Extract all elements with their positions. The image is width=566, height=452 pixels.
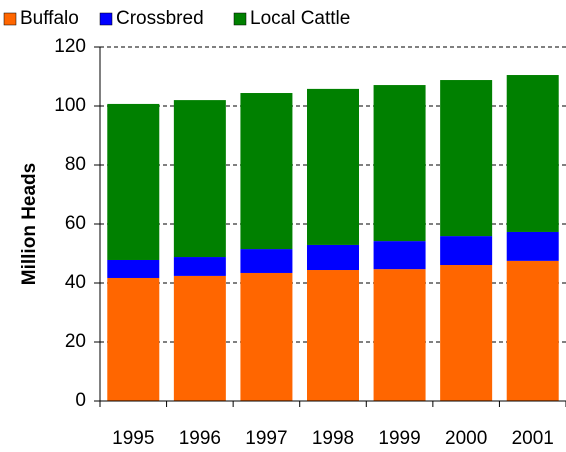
x-tick-label: 1999: [378, 428, 420, 449]
legend-swatch: [99, 12, 113, 26]
legend-label: Local Cattle: [250, 8, 350, 29]
x-tick-label: 2000: [445, 428, 487, 449]
bar-segment: [307, 244, 359, 271]
bar-segment: [307, 270, 359, 401]
legend-swatch: [233, 12, 247, 26]
y-tick-label: 80: [65, 154, 86, 175]
legend-label: Crossbred: [116, 8, 204, 29]
bar-segment: [173, 100, 226, 258]
x-tick-label: 2001: [512, 428, 554, 449]
x-tick-label: 1997: [245, 428, 287, 449]
bar-segment: [506, 75, 559, 232]
bar-segment: [440, 265, 493, 401]
bar-segment: [506, 260, 559, 401]
bar-segment: [373, 269, 426, 401]
y-tick-label: 60: [65, 213, 86, 234]
x-tick-label: 1998: [312, 428, 354, 449]
bar-segment: [240, 249, 293, 273]
y-tick-label: 40: [65, 272, 86, 293]
bar-segment: [240, 272, 293, 401]
y-axis-label: Million Heads: [19, 163, 40, 285]
bar-segment: [506, 231, 559, 261]
bar-segment: [240, 93, 293, 250]
bar-segment: [373, 85, 426, 242]
bar-segment: [440, 236, 493, 266]
bar-segment: [107, 103, 160, 260]
y-tick-label: 0: [75, 390, 86, 411]
bar-segment: [307, 88, 359, 245]
bar-segment: [107, 277, 160, 401]
x-tick-label: 1995: [112, 428, 154, 449]
legend-swatch: [3, 12, 17, 26]
y-tick-label: 100: [54, 95, 86, 116]
y-tick-label: 20: [65, 331, 86, 352]
bar-segment: [107, 259, 160, 278]
bar-segment: [173, 257, 226, 276]
bar-segment: [373, 241, 426, 270]
y-tick-label: 120: [54, 36, 86, 57]
x-tick-label: 1996: [179, 428, 221, 449]
bar-segment: [440, 80, 493, 237]
legend-label: Buffalo: [20, 8, 79, 29]
bar-segment: [173, 275, 226, 401]
